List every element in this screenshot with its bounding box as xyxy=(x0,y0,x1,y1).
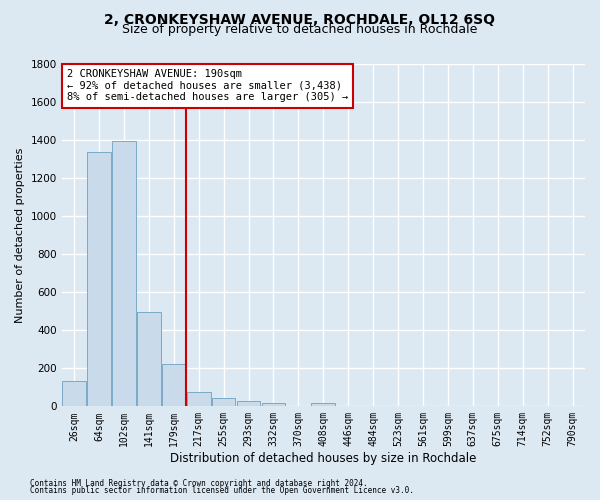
Text: Contains HM Land Registry data © Crown copyright and database right 2024.: Contains HM Land Registry data © Crown c… xyxy=(30,478,368,488)
Text: Size of property relative to detached houses in Rochdale: Size of property relative to detached ho… xyxy=(122,24,478,36)
Text: 2, CRONKEYSHAW AVENUE, ROCHDALE, OL12 6SQ: 2, CRONKEYSHAW AVENUE, ROCHDALE, OL12 6S… xyxy=(104,12,496,26)
Bar xyxy=(187,392,211,406)
Bar xyxy=(262,404,286,406)
Bar xyxy=(237,401,260,406)
Bar xyxy=(62,380,86,406)
Text: 2 CRONKEYSHAW AVENUE: 190sqm
← 92% of detached houses are smaller (3,438)
8% of : 2 CRONKEYSHAW AVENUE: 190sqm ← 92% of de… xyxy=(67,69,348,102)
Text: Contains public sector information licensed under the Open Government Licence v3: Contains public sector information licen… xyxy=(30,486,414,495)
Bar xyxy=(311,403,335,406)
Y-axis label: Number of detached properties: Number of detached properties xyxy=(15,148,25,323)
Bar xyxy=(212,398,235,406)
Bar xyxy=(112,141,136,406)
X-axis label: Distribution of detached houses by size in Rochdale: Distribution of detached houses by size … xyxy=(170,452,476,465)
Bar xyxy=(137,312,161,406)
Bar xyxy=(162,364,185,406)
Bar xyxy=(87,152,111,406)
